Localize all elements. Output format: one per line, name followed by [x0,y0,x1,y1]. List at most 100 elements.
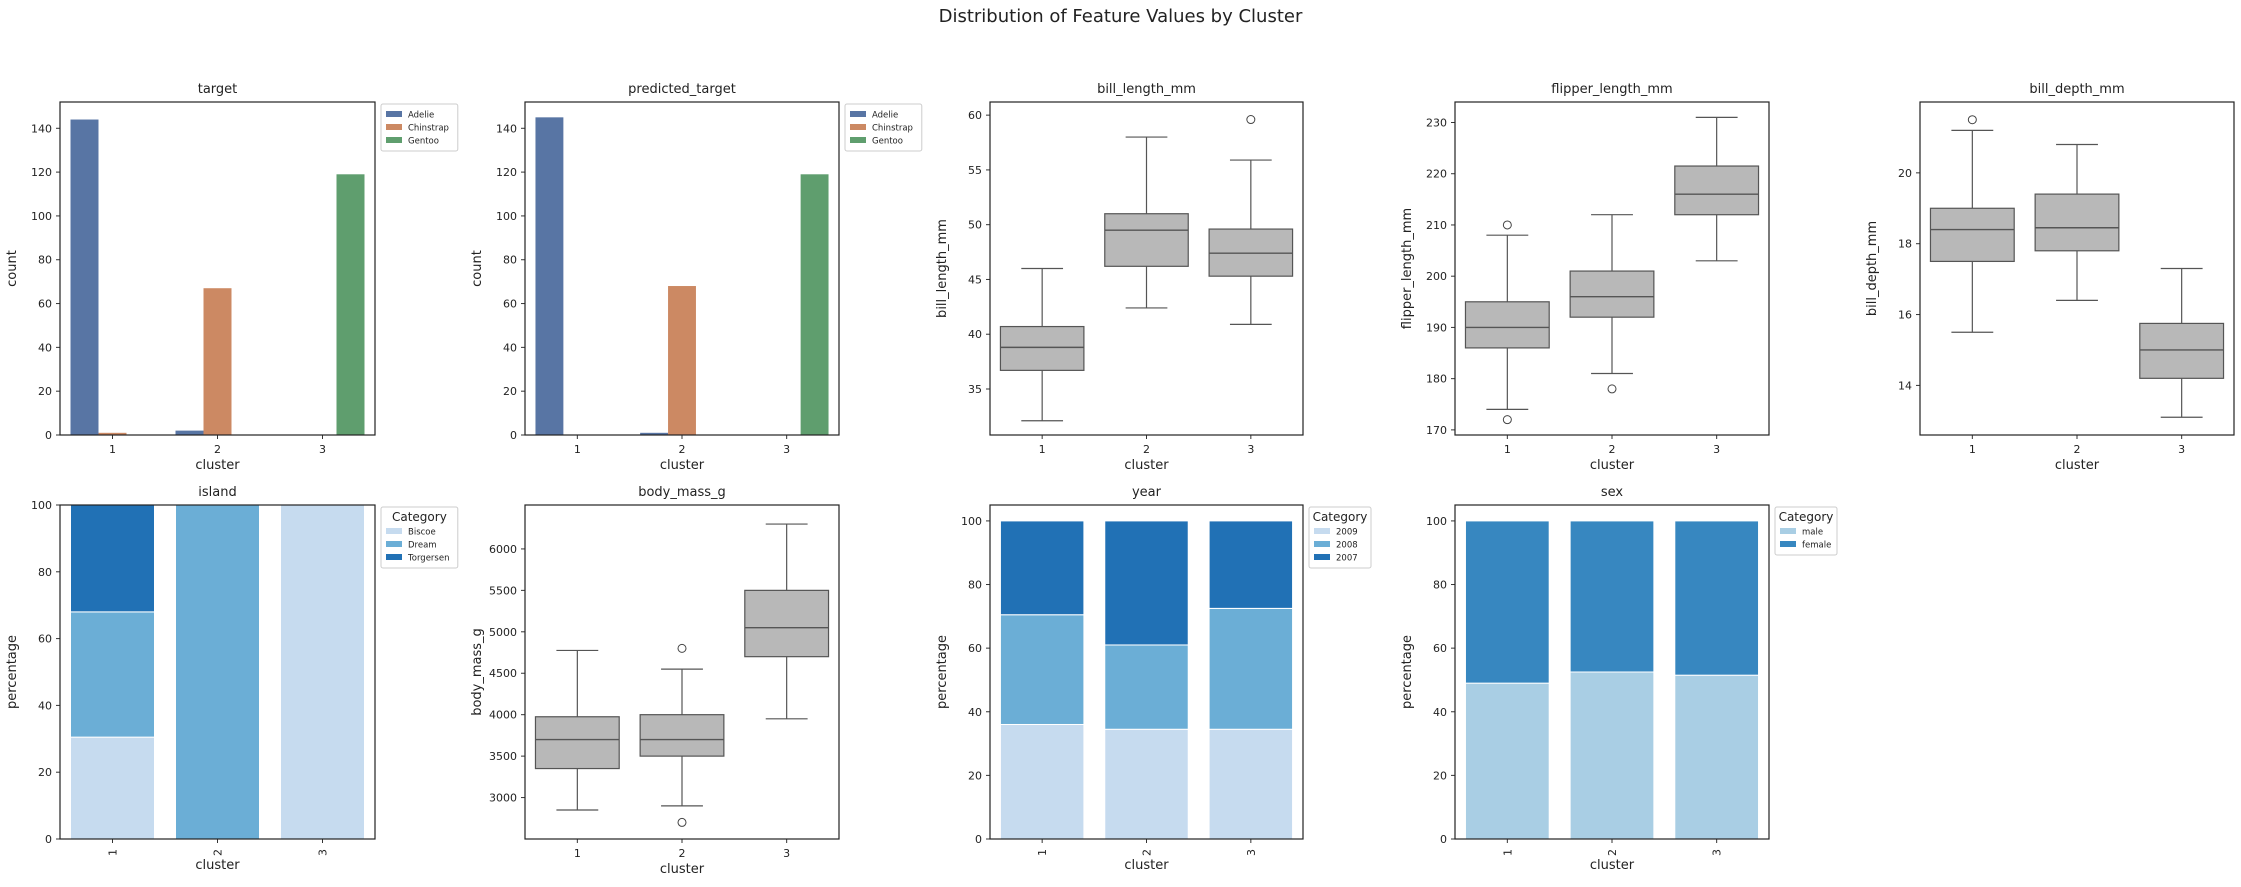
x-tick-label: 3 [1713,443,1720,456]
y-tick-label: 4000 [489,709,517,722]
y-tick-label: 20 [1898,167,1912,180]
y-tick-label: 55 [968,164,982,177]
stacked-bar-segment [1570,672,1654,839]
box-body [1570,271,1654,317]
stacked-bar-segment [71,505,155,612]
y-tick-label: 0 [1440,833,1447,846]
legend-swatch [1314,528,1330,534]
y-tick-label: 20 [1433,769,1447,782]
legend-label: Adelie [872,111,898,121]
y-tick-label: 80 [38,254,52,267]
y-tick-label: 190 [1426,321,1447,334]
x-axis-label: cluster [1590,458,1635,473]
bar [801,174,829,435]
outlier-point [1608,385,1616,393]
box-2 [640,644,724,826]
x-axis-label: cluster [660,862,705,877]
y-tick-label: 80 [38,566,52,579]
box-body [1675,166,1759,215]
stacked-bar-segment [281,505,365,839]
y-axis-label: body_mass_g [470,628,485,716]
legend-swatch [386,554,402,560]
box-1 [535,650,619,810]
x-tick-label: 3 [317,849,330,856]
y-tick-label: 0 [45,833,52,846]
chart-bill_depth_mm: bill_depth_mm141618201 2 3clusterbill_dept… [1865,82,2234,473]
chart-island: island0204060801001 2 3clusterpercentageCa… [5,485,458,873]
y-tick-label: 80 [968,579,982,592]
outlier-point [1503,416,1511,424]
x-tick-label: 3 [2178,443,2185,456]
bar [337,174,365,435]
y-axis-label: flipper_length_mm [1400,208,1415,329]
x-axis-label: cluster [195,458,240,473]
legend-label: Adelie [408,111,434,121]
y-tick-label: 60 [968,642,982,655]
legend-label: Torgersen [407,554,449,564]
legend-title: Category [392,510,447,524]
legend-label: Gentoo [408,137,439,147]
bar [176,431,204,435]
x-tick-label: 2 [679,443,686,456]
chart-year: year0204060801001 2 3clusterpercentageCate… [935,485,1371,873]
chart-predicted_target: predicted_target 0 20 40 60 80 100 120 140 1 2 3 clu… [470,82,922,473]
stacked-bar-segment [1105,729,1188,839]
box-body [2035,194,2119,251]
x-tick-label: 1 [574,443,581,456]
y-tick-label: 40 [503,341,517,354]
y-tick-label: 220 [1426,168,1447,181]
legend-title: Category [1313,510,1368,524]
box-3 [745,524,829,719]
chart-title: bill_depth_mm [2029,82,2124,97]
legend-swatch [386,528,402,534]
legend-label: 2009 [1336,528,1358,538]
legend-label: Dream [408,541,437,551]
legend-label: 2007 [1336,554,1358,564]
outlier-point [678,644,686,652]
y-tick-label: 20 [503,385,517,398]
y-tick-label: 80 [1433,579,1447,592]
y-axis-label: count [5,250,20,287]
bar [204,288,232,435]
x-axis-label: cluster [195,858,240,873]
chart-title: sex [1601,485,1624,500]
y-tick-label: 40 [38,699,52,712]
legend-swatch [386,111,402,117]
x-tick-label: 1 [1036,849,1049,856]
x-tick-label: 2 [1606,849,1619,856]
x-tick-label: 3 [783,847,790,860]
y-axis-label: count [470,250,485,287]
box-1 [1465,221,1549,424]
y-axis-label: percentage [5,635,20,709]
stacked-bar-segment [1465,683,1549,839]
box-1 [1930,116,2014,333]
box-body [640,715,724,756]
stacked-bar-segment [1105,645,1188,729]
legend-swatch [1780,541,1796,547]
chart-title: flipper_length_mm [1551,82,1672,97]
chart-title: target [198,82,238,97]
x-tick-label: 3 [319,443,326,456]
chart-title: year [1132,485,1162,500]
x-tick-label: 2 [214,443,221,456]
y-tick-label: 6000 [489,543,517,556]
chart-flipper_length_mm: flipper_length_mm1701801902002102202301 2… [1400,82,1769,473]
y-axis-label: percentage [935,635,950,709]
y-tick-label: 5000 [489,626,517,639]
y-tick-label: 35 [968,383,982,396]
legend-swatch [386,124,402,130]
chart-target: target 0 20 40 60 80 100 120 140 1 2 3 cluster count A… [5,82,458,473]
stacked-bar-segment [1105,521,1188,645]
bar [668,286,696,435]
y-tick-label: 120 [496,166,517,179]
legend-label: Chinstrap [408,124,449,134]
legend-label: female [1802,541,1831,551]
box-body [1465,302,1549,348]
box-2 [1105,137,1188,308]
y-tick-label: 40 [968,706,982,719]
y-tick-label: 140 [496,122,517,135]
y-tick-label: 60 [1433,642,1447,655]
legend-swatch [386,541,402,547]
legend-swatch [850,137,866,143]
